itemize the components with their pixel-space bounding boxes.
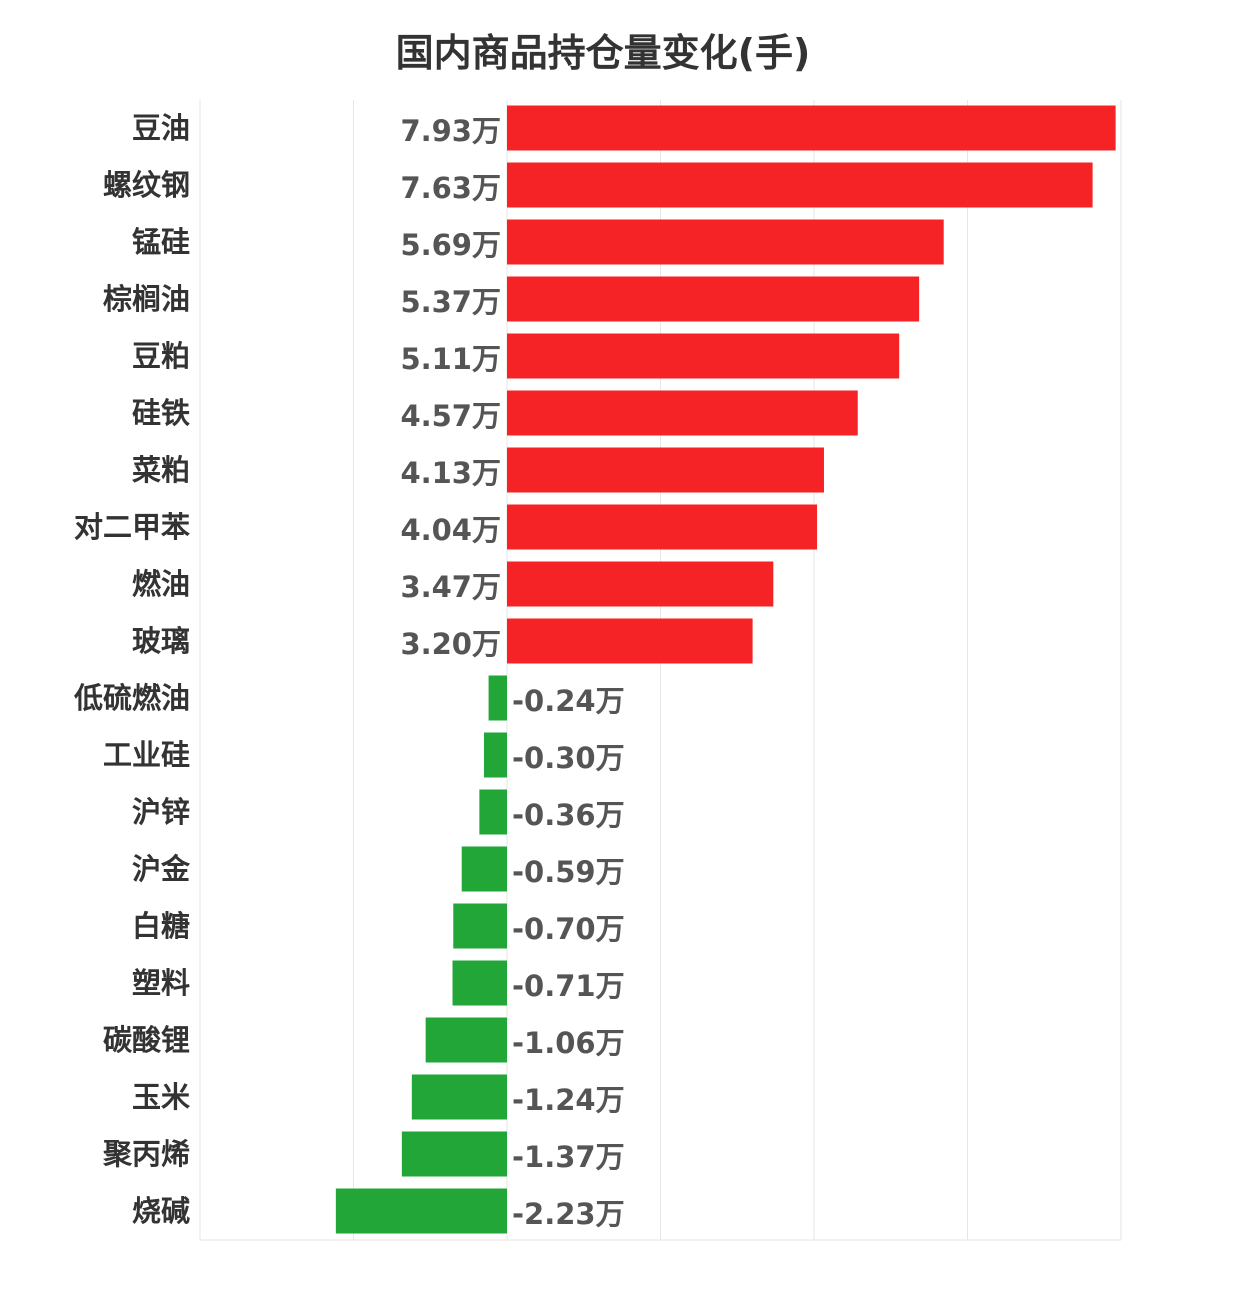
value-label: 3.47万: [400, 570, 501, 604]
bar: [411, 1074, 507, 1120]
bar: [488, 675, 507, 721]
category-label: 聚丙烯: [102, 1137, 190, 1171]
value-label: -0.36万: [512, 798, 625, 832]
bars: [335, 105, 1116, 1234]
value-label: 5.37万: [400, 285, 501, 319]
category-label: 燃油: [132, 567, 190, 601]
value-label: -1.24万: [512, 1083, 625, 1117]
category-label: 工业硅: [103, 738, 190, 772]
value-label: -0.70万: [512, 912, 625, 946]
value-label: -1.37万: [512, 1140, 625, 1174]
bar: [507, 504, 818, 550]
category-label: 对二甲苯: [74, 510, 190, 544]
category-label: 螺纹钢: [103, 168, 190, 202]
bar: [507, 618, 753, 664]
value-label: -0.71万: [512, 969, 625, 1003]
value-label: 4.04万: [400, 513, 501, 547]
bar: [507, 162, 1093, 208]
category-label: 硅铁: [132, 396, 190, 430]
category-label: 白糖: [132, 909, 190, 943]
bar: [335, 1188, 507, 1234]
value-label: 5.69万: [400, 228, 501, 262]
category-label: 低硫燃油: [73, 681, 190, 715]
category-label: 锰硅: [132, 225, 190, 259]
bar: [452, 960, 507, 1006]
category-label: 烧碱: [132, 1194, 190, 1228]
value-label: -0.30万: [512, 741, 625, 775]
category-label: 沪锌: [132, 795, 190, 829]
category-label: 塑料: [132, 966, 190, 1000]
category-label: 玻璃: [132, 624, 190, 658]
value-label: -1.06万: [512, 1026, 625, 1060]
value-label: 5.11万: [400, 342, 501, 376]
bar: [401, 1131, 507, 1177]
value-label: 4.13万: [400, 456, 501, 490]
category-label: 玉米: [132, 1080, 190, 1114]
category-label: 沪金: [132, 852, 191, 886]
bar: [507, 390, 858, 436]
bar: [507, 333, 900, 379]
bar: [425, 1017, 507, 1063]
bar: [507, 219, 944, 265]
value-label: -0.24万: [512, 684, 625, 718]
value-label: -0.59万: [512, 855, 625, 889]
bar: [483, 732, 507, 778]
bar: [507, 276, 920, 322]
bar: [507, 561, 774, 607]
value-label: 7.93万: [400, 114, 501, 148]
category-label: 菜粕: [132, 453, 190, 487]
bar: [453, 903, 507, 949]
category-label: 豆粕: [132, 339, 190, 373]
value-label: 3.20万: [400, 627, 501, 661]
chart-title: 国内商品持仓量变化(手): [395, 31, 811, 75]
value-label: 7.63万: [400, 171, 501, 205]
bar: [461, 846, 507, 892]
value-label: 4.57万: [400, 399, 501, 433]
bar: [479, 789, 507, 835]
value-label: -2.23万: [512, 1197, 625, 1231]
category-label: 豆油: [132, 111, 190, 145]
category-label: 棕榈油: [103, 282, 190, 316]
bar: [507, 447, 824, 493]
grid-lines: [199, 100, 1122, 1241]
category-label: 碳酸锂: [103, 1023, 190, 1057]
bar: [507, 105, 1116, 151]
